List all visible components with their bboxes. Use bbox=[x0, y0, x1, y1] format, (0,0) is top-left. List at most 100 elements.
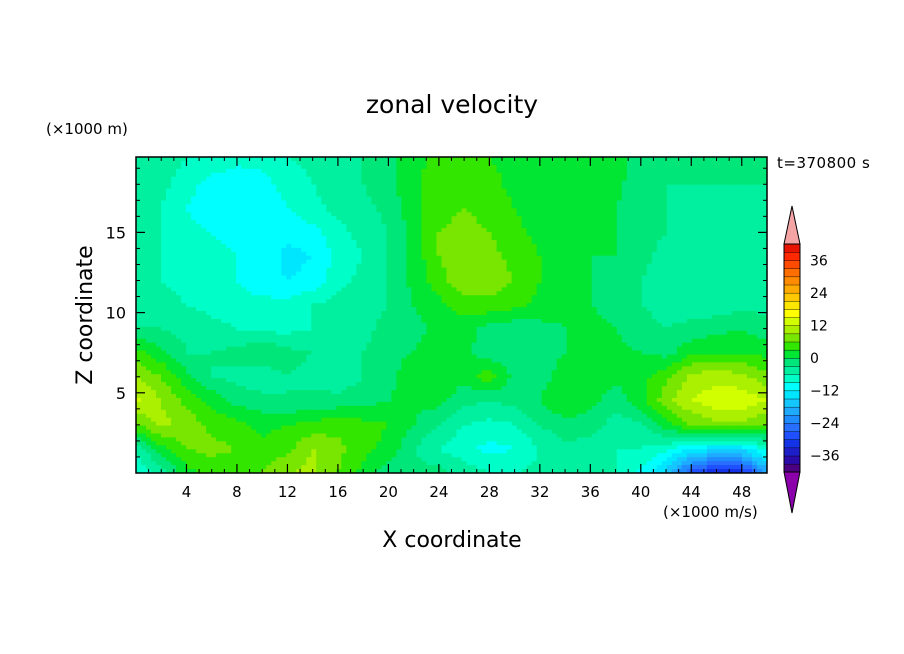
field-cell bbox=[651, 243, 658, 249]
field-cell bbox=[206, 208, 212, 213]
field-cell bbox=[411, 247, 418, 253]
field-cell bbox=[481, 255, 488, 261]
field-cell bbox=[351, 275, 357, 281]
field-cell bbox=[631, 176, 638, 182]
field-cell bbox=[231, 188, 237, 194]
field-cell bbox=[191, 283, 197, 288]
field-cell bbox=[466, 255, 473, 261]
field-cell bbox=[321, 220, 327, 225]
field-cell bbox=[541, 224, 548, 229]
field-cell bbox=[366, 196, 372, 202]
field-cell bbox=[216, 236, 222, 241]
field-cell bbox=[476, 176, 483, 182]
field-cell bbox=[311, 164, 317, 170]
field-cell bbox=[461, 164, 468, 170]
field-cell bbox=[186, 243, 192, 249]
field-cell bbox=[186, 204, 192, 209]
field-cell bbox=[501, 208, 508, 213]
field-cell bbox=[291, 291, 297, 296]
field-cell bbox=[506, 184, 513, 190]
field-cell bbox=[346, 236, 352, 241]
field-cell bbox=[396, 212, 403, 217]
field-cell bbox=[236, 267, 242, 273]
field-cell bbox=[426, 303, 433, 308]
field-cell bbox=[471, 228, 478, 233]
field-cell bbox=[661, 307, 668, 312]
field-cell bbox=[231, 259, 237, 265]
field-cell bbox=[666, 212, 673, 217]
field-cell bbox=[251, 232, 257, 237]
field-cell bbox=[301, 212, 307, 217]
field-cell bbox=[511, 275, 518, 281]
field-cell bbox=[386, 263, 393, 269]
field-cell bbox=[481, 157, 488, 162]
field-cell bbox=[646, 239, 653, 245]
field-cell bbox=[486, 259, 493, 265]
field-cell bbox=[466, 267, 473, 273]
field-cell bbox=[586, 259, 593, 265]
field-cell bbox=[371, 212, 377, 217]
field-cell bbox=[706, 220, 713, 225]
field-cell bbox=[396, 275, 403, 281]
field-cell bbox=[566, 176, 573, 182]
field-cell bbox=[646, 232, 653, 237]
field-cell bbox=[161, 283, 167, 288]
field-cell bbox=[381, 303, 387, 308]
field-cell bbox=[666, 160, 673, 166]
field-cell bbox=[396, 196, 403, 202]
field-cell bbox=[226, 212, 232, 217]
field-cell bbox=[401, 204, 408, 209]
field-cell bbox=[301, 283, 307, 288]
field-cell bbox=[191, 188, 197, 194]
field-cell bbox=[566, 275, 573, 281]
field-cell bbox=[671, 243, 678, 249]
field-cell bbox=[531, 188, 538, 194]
field-cell bbox=[221, 279, 227, 284]
field-cell bbox=[256, 172, 262, 178]
field-cell bbox=[436, 228, 443, 233]
field-cell bbox=[256, 224, 262, 229]
field-cell bbox=[676, 271, 683, 277]
field-cell bbox=[596, 180, 603, 186]
field-cell bbox=[431, 160, 438, 166]
field-cell bbox=[491, 188, 498, 194]
field-cell bbox=[226, 291, 232, 296]
field-cell bbox=[196, 311, 202, 316]
field-cell bbox=[546, 176, 553, 182]
field-cell bbox=[401, 239, 408, 245]
field-cell bbox=[591, 192, 598, 198]
field-cell bbox=[231, 164, 237, 170]
field-cell bbox=[606, 172, 613, 178]
field-cell bbox=[266, 271, 272, 277]
field-cell bbox=[721, 200, 728, 205]
field-cell bbox=[251, 164, 257, 170]
field-cell bbox=[626, 192, 633, 198]
field-cell bbox=[571, 168, 578, 174]
field-cell bbox=[156, 204, 162, 209]
field-cell bbox=[466, 295, 473, 300]
field-cell bbox=[451, 271, 458, 277]
field-cell bbox=[491, 157, 498, 162]
field-cell bbox=[581, 180, 588, 186]
field-cell bbox=[566, 291, 573, 296]
field-cell bbox=[751, 239, 758, 245]
field-cell bbox=[476, 208, 483, 213]
field-cell bbox=[566, 243, 573, 249]
field-cell bbox=[506, 180, 513, 186]
field-cell bbox=[271, 228, 277, 233]
field-cell bbox=[186, 160, 192, 166]
field-cell bbox=[531, 303, 538, 308]
field-cell bbox=[281, 283, 287, 288]
field-cell bbox=[596, 236, 603, 241]
field-cell bbox=[646, 220, 653, 225]
field-cell bbox=[411, 220, 418, 225]
field-cell bbox=[281, 259, 287, 265]
field-cell bbox=[566, 208, 573, 213]
field-cell bbox=[251, 271, 257, 277]
field-cell bbox=[316, 160, 322, 166]
field-cell bbox=[331, 172, 337, 178]
field-cell bbox=[191, 299, 197, 304]
field-cell bbox=[401, 192, 408, 198]
field-cell bbox=[596, 196, 603, 202]
field-cell bbox=[726, 303, 733, 308]
